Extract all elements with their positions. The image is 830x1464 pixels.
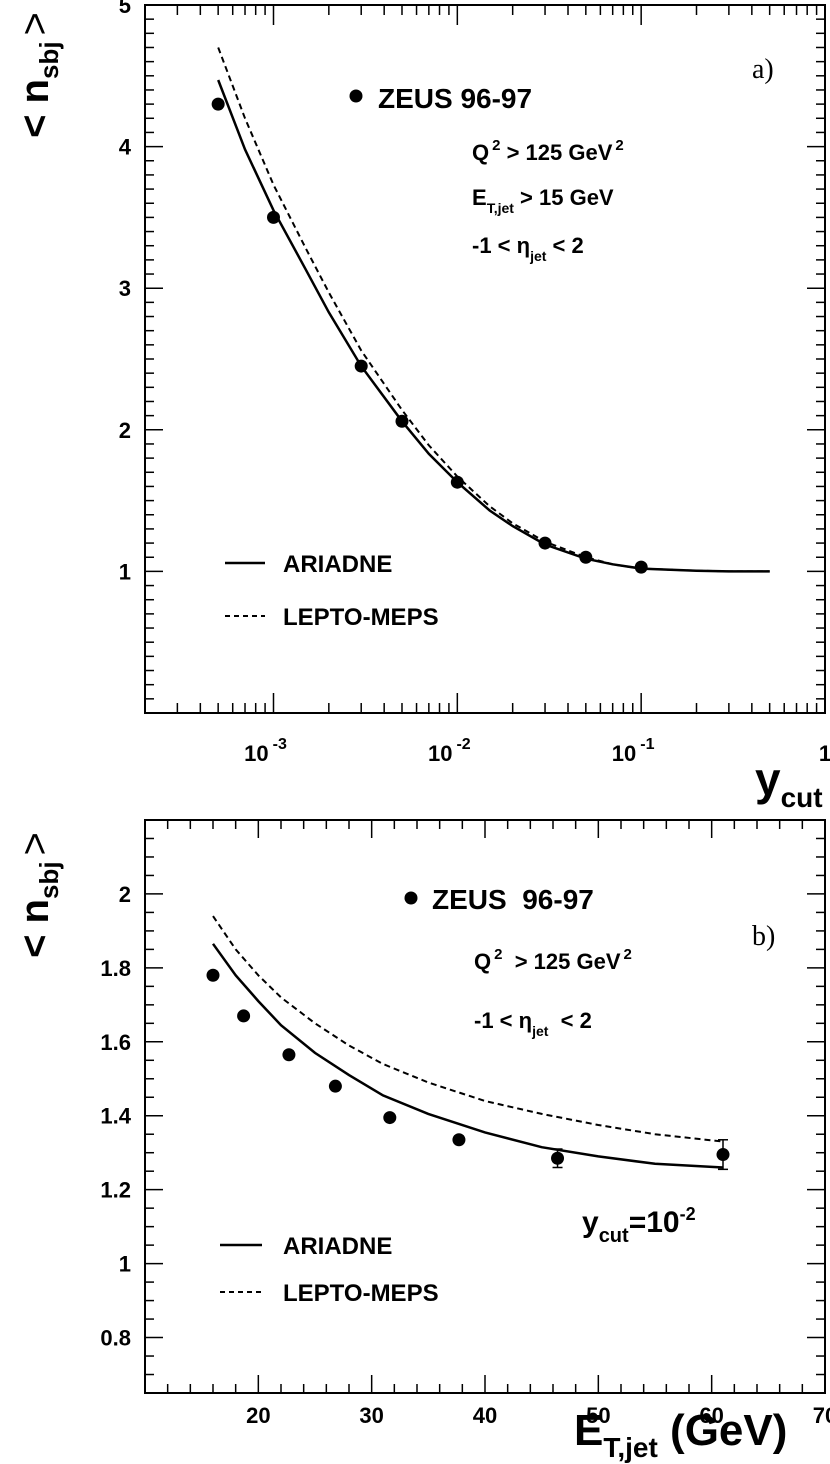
y-tick-label: 1.6: [100, 1030, 131, 1055]
data-point: [237, 1009, 251, 1023]
plot-points: [211, 97, 648, 574]
data-point: [450, 475, 464, 489]
plot-lines: [211, 915, 724, 1169]
y-axis-ticks: 0.8 1 1.2 1.4 1.6 1.8 2: [100, 819, 825, 1376]
plot-lines: [217, 47, 770, 573]
panel-a: 1 2 3 4 5 10 -3 10 -2 10 -1 1 < nsbj> ycut a) ZEUS…: [13, 0, 830, 813]
ycut-label: ycut=10-2: [582, 1204, 696, 1247]
x-tick-label: 30: [359, 1403, 383, 1428]
x-axis-title: ET,jet (GeV): [574, 1406, 787, 1463]
legend-ariadne-label: ARIADNE: [283, 551, 392, 578]
y-tick-label: 2: [119, 418, 131, 443]
y-tick-label: 1.4: [100, 1104, 131, 1129]
y-tick-label: 0.8: [100, 1326, 131, 1351]
data-point: [579, 550, 593, 564]
data-point: [354, 359, 368, 373]
data-point: [206, 968, 220, 982]
data-point: [395, 414, 409, 428]
legend-lepto-label: LEPTO-MEPS: [283, 604, 439, 631]
data-point: [634, 560, 648, 574]
panel-label: a): [752, 54, 774, 85]
y-tick-label: 1.8: [100, 956, 131, 981]
y-axis-title: < nsbj>: [13, 12, 64, 138]
x-tick-label: 1: [819, 741, 830, 766]
y-axis-title: < nsbj>: [13, 832, 64, 958]
data-point: [266, 210, 280, 224]
y-tick-label: 1: [119, 1252, 131, 1277]
data-legend-label: ZEUS 96-97: [378, 83, 532, 114]
y-tick-label: 1.2: [100, 1178, 131, 1203]
lepto-meps-curve: [217, 47, 770, 573]
legend-ariadne-label: ARIADNE: [283, 1233, 392, 1260]
x-axis-ticks: 20 30 40 50 60 70: [144, 820, 830, 1428]
x-axis-ticks: 10 -3 10 -2 10 -1 1: [144, 5, 830, 766]
data-point: [452, 1133, 466, 1147]
legend-lepto-label: LEPTO-MEPS: [283, 1280, 439, 1307]
et-cut-label: ET,jet > 15 GeV: [472, 185, 614, 216]
x-tick-label: 50: [586, 1403, 610, 1428]
y-tick-label: 5: [119, 0, 131, 18]
x-tick-label: 60: [699, 1403, 723, 1428]
eta-cut-label: -1 < ηjet < 2: [472, 233, 584, 264]
x-tick-label: 10 -1: [612, 736, 655, 766]
plot-points: [206, 968, 730, 1171]
data-point: [282, 1048, 296, 1062]
y-axis-ticks: 1 2 3 4 5: [119, 0, 825, 714]
data-point: [383, 1111, 397, 1125]
data-legend-marker: [404, 891, 418, 905]
eta-cut-label: -1 < ηjet < 2: [474, 1008, 592, 1039]
data-point: [551, 1151, 565, 1165]
data-point: [538, 536, 552, 550]
x-tick-label: 40: [473, 1403, 497, 1428]
data-point: [211, 97, 225, 111]
y-tick-label: 3: [119, 276, 131, 301]
y-tick-label: 4: [119, 135, 132, 160]
x-tick-label: 70: [813, 1403, 830, 1428]
data-legend-marker: [349, 89, 363, 103]
data-legend-label: ZEUS 96-97: [432, 884, 594, 915]
x-axis-title: ycut: [755, 753, 823, 813]
y-tick-label: 2: [119, 882, 131, 907]
ariadne-curve: [211, 943, 724, 1169]
x-tick-label: 10 -2: [428, 736, 471, 766]
y-tick-label: 1: [119, 559, 131, 584]
data-point: [716, 1148, 730, 1162]
x-tick-label: 10 -3: [244, 736, 287, 766]
lepto-meps-curve: [212, 915, 724, 1143]
x-tick-label: 20: [246, 1403, 270, 1428]
panel-b: 0.8 1 1.2 1.4 1.6 1.8 2 20 30 40 50 60 70 < nsbj> E…: [13, 819, 830, 1463]
data-point: [328, 1079, 342, 1093]
panel-label: b): [752, 921, 775, 952]
